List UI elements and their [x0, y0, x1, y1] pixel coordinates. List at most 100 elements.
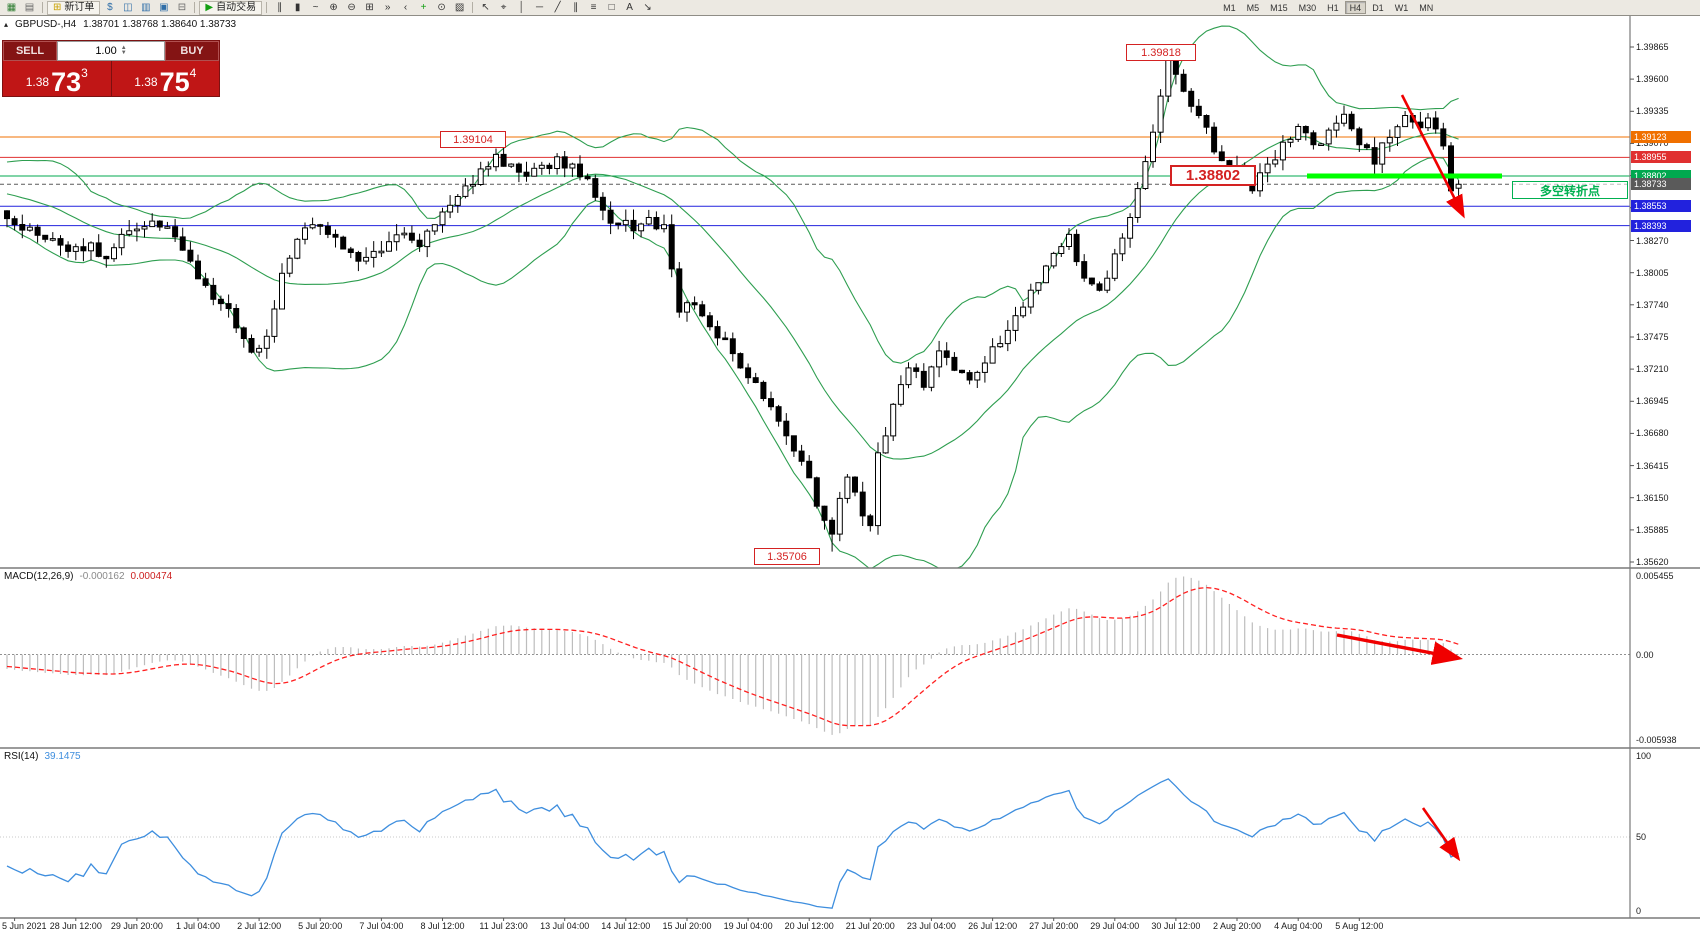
price-callout-high[interactable]: 1.39818 — [1126, 44, 1196, 61]
horizontal-line-icon[interactable]: ─ — [536, 1, 544, 13]
buy-button[interactable]: BUY — [165, 41, 219, 61]
time-axis-label: 5 Aug 12:00 — [1335, 921, 1384, 931]
macd-main-value: -0.000162 — [79, 571, 125, 582]
rsi-header: RSI(14) 39.1475 — [4, 751, 81, 762]
volume-value: 1.00 — [95, 45, 117, 57]
price-level-box: 1.38955 — [1631, 151, 1691, 164]
buy-price[interactable]: 1.38 75 4 — [111, 61, 219, 97]
price-callout-resistance[interactable]: 1.39104 — [440, 131, 506, 148]
time-axis-label: 20 Jul 12:00 — [784, 921, 834, 931]
bar-chart-icon[interactable]: ∥ — [277, 1, 283, 13]
shapes-icon[interactable]: □ — [608, 1, 615, 13]
price-callout-low[interactable]: 1.35706 — [754, 548, 820, 565]
buy-price-small: 1.38 — [134, 75, 158, 89]
price-axis-label: 1.39600 — [1636, 74, 1669, 85]
toolbar-separator — [194, 2, 196, 13]
toolbar-separator — [266, 2, 268, 13]
volume-spinner[interactable]: ▲ ▼ — [120, 45, 127, 56]
auto-trading-button[interactable]: ▶ 自动交易 — [199, 0, 263, 15]
trade-panel-top-row: SELL 1.00 ▲ ▼ BUY — [3, 41, 219, 61]
time-axis-label: 26 Jul 12:00 — [968, 921, 1018, 931]
strategy-tester-icon[interactable]: ⊟ — [177, 1, 187, 13]
trendline-icon[interactable]: ╱ — [554, 1, 561, 13]
price-axis-label: 1.37475 — [1636, 332, 1669, 342]
timeframe-button-h4[interactable]: H4 — [1344, 1, 1367, 14]
market-watch-icon[interactable]: $ — [107, 1, 113, 13]
sell-price-small: 1.38 — [25, 75, 50, 89]
periods-icon[interactable]: ⊙ — [437, 1, 446, 13]
price-axis-label: 1.36945 — [1636, 396, 1669, 407]
buy-price-sup: 4 — [189, 66, 197, 80]
time-axis-label: 29 Jun 20:00 — [110, 921, 163, 931]
time-axis-label: 29 Jul 04:00 — [1090, 921, 1140, 931]
timeframe-button-d1[interactable]: D1 — [1372, 2, 1384, 13]
trade-panel-prices: 1.38 73 3 1.38 75 4 — [3, 61, 219, 96]
text-icon[interactable]: A — [626, 1, 633, 13]
arrows-icon[interactable]: ↘ — [643, 1, 652, 13]
candlestick-icon[interactable]: ▮ — [294, 1, 301, 13]
price-axis-label: 1.37740 — [1636, 299, 1669, 310]
fibonacci-icon[interactable]: ≡ — [590, 1, 597, 13]
volume-input[interactable]: 1.00 ▲ ▼ — [57, 41, 165, 61]
chart-symbol-period: GBPUSD-,H4 — [15, 19, 77, 30]
timeframe-button-w1[interactable]: W1 — [1394, 2, 1409, 13]
chart-shift-icon[interactable]: ‹ — [403, 1, 408, 13]
new-order-icon: ⊞ — [53, 1, 62, 13]
price-level-box: 1.38733 — [1631, 178, 1691, 191]
time-axis-label: 21 Jul 20:00 — [845, 921, 895, 931]
price-callout-pivot[interactable]: 1.38802 — [1170, 165, 1256, 186]
indicators-icon[interactable]: + — [420, 1, 427, 13]
timeframe-button-m5[interactable]: M5 — [1246, 2, 1260, 13]
zoom-out-icon[interactable]: ⊖ — [347, 1, 356, 13]
navigator-icon[interactable]: ▥ — [141, 1, 151, 13]
price-axis-label: 1.38270 — [1636, 235, 1669, 246]
rsi-value: 39.1475 — [44, 751, 81, 762]
timeframe-button-m1[interactable]: M1 — [1223, 2, 1236, 13]
macd-axis-label: 0.00 — [1636, 649, 1654, 660]
time-axis-label: 2 Aug 20:00 — [1212, 921, 1262, 931]
time-axis-label: 5 Jul 20:00 — [298, 921, 343, 931]
templates-icon[interactable]: ▨ — [454, 1, 465, 13]
vertical-line-icon[interactable]: │ — [518, 1, 525, 13]
price-level-box: 1.38393 — [1631, 219, 1691, 232]
price-axis-label: 1.36680 — [1636, 428, 1669, 439]
time-axis-label: 13 Jul 04:00 — [540, 921, 590, 931]
rsi-axis-label: 50 — [1636, 832, 1647, 842]
sell-price-sup: 3 — [81, 66, 88, 80]
new-order-button[interactable]: ⊞ 新订单 — [47, 0, 101, 15]
new-chart-icon[interactable]: ▦ — [6, 1, 17, 13]
macd-signal-value: 0.000474 — [130, 571, 173, 582]
crosshair-icon[interactable]: ⌖ — [500, 1, 507, 13]
price-level-box: 1.39123 — [1631, 131, 1691, 143]
auto-trading-button-label: 自动交易 — [216, 1, 257, 13]
sell-button[interactable]: SELL — [3, 41, 57, 61]
macd-axis-label: -0.005938 — [1636, 735, 1677, 745]
time-axis-label: 5 Jun 2021 — [2, 921, 47, 931]
line-chart-icon[interactable]: ~ — [312, 1, 319, 13]
zoom-in-icon[interactable]: ⊕ — [329, 1, 338, 13]
timeframe-button-h1[interactable]: H1 — [1327, 2, 1339, 13]
macd-label: MACD(12,26,9) — [4, 571, 74, 582]
macd-header: MACD(12,26,9) -0.000162 0.000474 — [4, 571, 172, 582]
auto-scroll-icon[interactable]: » — [384, 1, 391, 13]
data-window-icon[interactable]: ◫ — [123, 1, 133, 13]
sell-price[interactable]: 1.38 73 3 — [3, 61, 112, 96]
cursor-icon[interactable]: ↖ — [481, 1, 490, 13]
time-axis-label: 4 Aug 04:00 — [1274, 921, 1323, 931]
timeframe-button-m15[interactable]: M15 — [1270, 2, 1288, 13]
time-axis-label: 2 Jul 12:00 — [237, 921, 282, 931]
price-axis-label: 1.36415 — [1636, 460, 1669, 471]
tile-windows-icon[interactable]: ⊞ — [365, 1, 374, 13]
timeframe-button-m30[interactable]: M30 — [1298, 2, 1317, 13]
terminal-icon[interactable]: ▣ — [159, 1, 169, 13]
time-axis-label: 28 Jun 12:00 — [49, 921, 102, 931]
time-axis-label: 30 Jul 12:00 — [1151, 921, 1201, 931]
profiles-icon[interactable]: ▤ — [24, 1, 35, 13]
chart-menu-icon[interactable]: ▴ — [4, 20, 9, 29]
buy-price-big: 75 — [159, 67, 190, 97]
timeframe-button-mn[interactable]: MN — [1419, 2, 1434, 13]
pivot-note-label[interactable]: 多空转折点 — [1512, 181, 1628, 199]
channel-icon[interactable]: ∥ — [573, 1, 579, 13]
